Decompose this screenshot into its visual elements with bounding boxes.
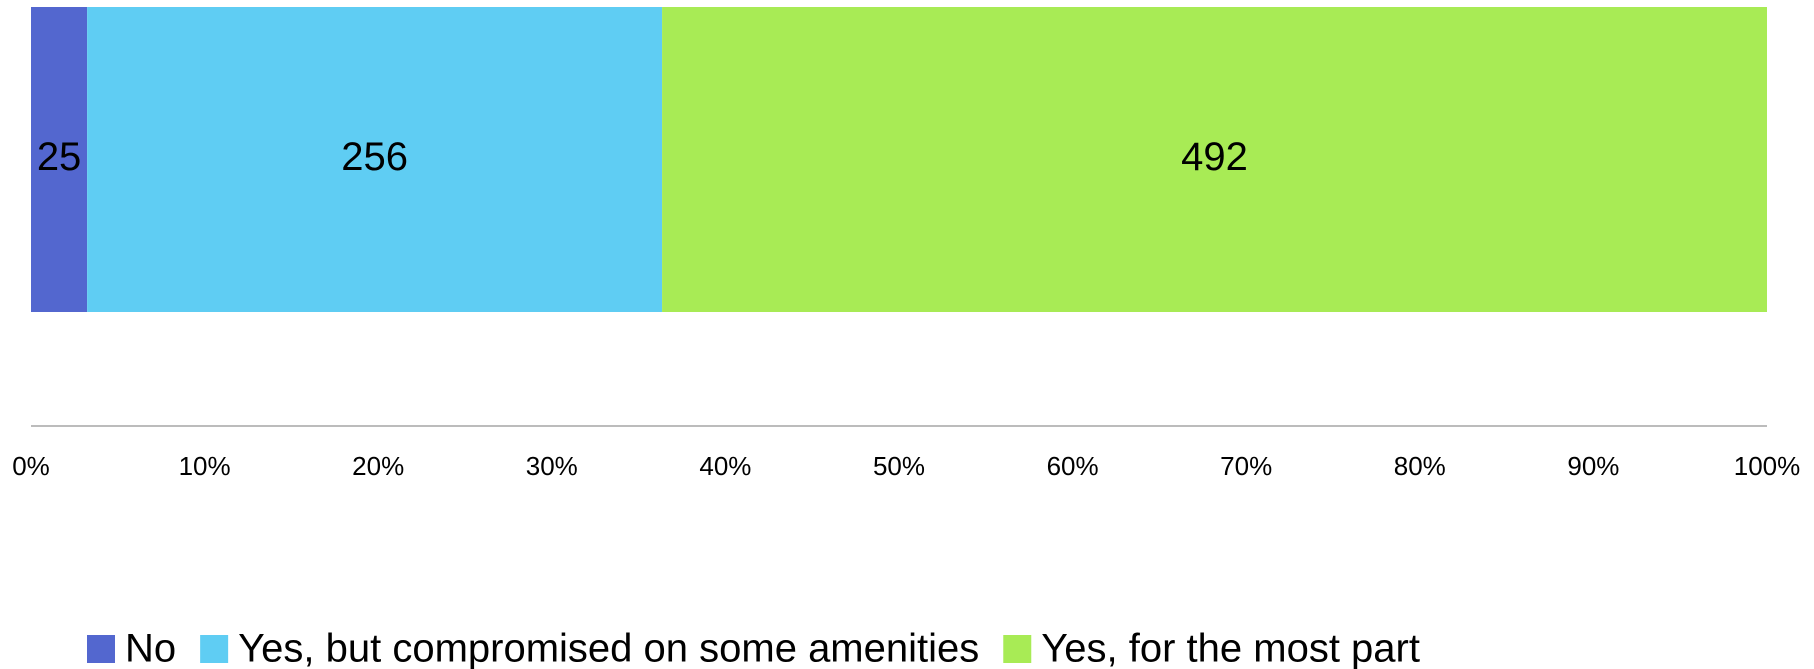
legend-swatch: [87, 635, 115, 663]
data-label: 25: [37, 135, 82, 179]
x-tick-label: 0%: [12, 451, 50, 481]
x-tick-label: 80%: [1394, 451, 1446, 481]
x-tick-label: 40%: [699, 451, 751, 481]
x-tick-label: 50%: [873, 451, 925, 481]
x-tick-label: 90%: [1567, 451, 1619, 481]
x-tick-label: 70%: [1220, 451, 1272, 481]
x-tick-label: 60%: [1047, 451, 1099, 481]
bar-segment: [662, 7, 1767, 312]
data-label: 256: [341, 135, 408, 179]
legend-swatch: [200, 635, 229, 663]
bar-segment: [31, 7, 88, 312]
x-tick-label: 100%: [1734, 451, 1801, 481]
legend-label: Yes, for the most part: [1041, 627, 1420, 669]
bar-segment: [87, 7, 663, 312]
legend-swatch: [1003, 635, 1032, 663]
x-tick-label: 20%: [352, 451, 404, 481]
legend-label: No: [125, 627, 176, 669]
x-tick-label: 30%: [526, 451, 578, 481]
data-label: 492: [1181, 135, 1248, 179]
legend-label: Yes, but compromised on some amenities: [238, 627, 979, 669]
x-tick-label: 10%: [179, 451, 231, 481]
